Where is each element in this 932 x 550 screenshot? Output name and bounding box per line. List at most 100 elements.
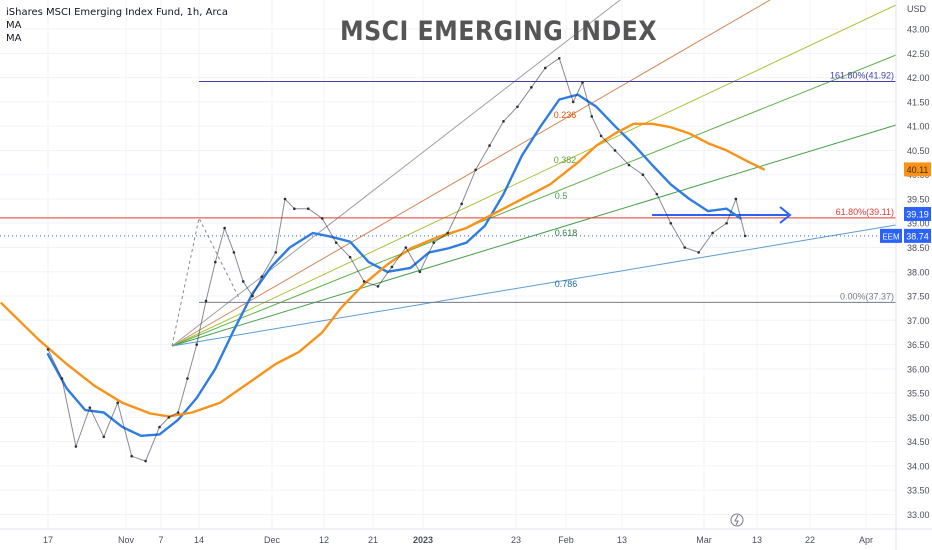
fib-fan-label: 0.236 [554,110,577,120]
time-tick-label: 22 [805,535,815,545]
price-tick-label: 41.50 [907,97,930,107]
series-layer [0,56,765,463]
moving-average-line [0,122,765,418]
price-point [418,270,422,274]
price-point [195,343,199,346]
price-point [102,435,106,439]
price-tick-label: 38.50 [907,243,930,253]
price-point [432,241,436,244]
price-tick-label: 37.00 [907,316,930,326]
time-tick-label: 14 [194,535,204,545]
fib-fan-ray [171,224,897,347]
price-point [571,100,575,104]
price-point [260,275,264,278]
lightning-icon [730,513,744,527]
time-tick-label: 13 [617,535,627,545]
price-tick-label: 38.00 [907,267,930,277]
legend-symbol[interactable]: iShares MSCI Emerging Index Fund, 1h, Ar… [6,7,228,18]
price-point [60,377,64,380]
lightning-bolt [734,514,739,526]
fib-fan-ray [171,4,897,347]
price-point [599,134,603,138]
price-tick-label: 35.50 [907,389,930,399]
fib-connector [171,216,241,347]
price-tick-label: 42.50 [907,49,930,59]
price-tick-label: 43.00 [907,25,930,35]
time-tick-label: Feb [558,535,574,545]
price-point [581,81,584,84]
price-point [144,459,147,463]
legend-ma-1[interactable]: MA [6,20,22,31]
price-point [167,416,171,419]
fib-fan-label: 0.382 [554,155,577,165]
price-point [176,411,180,414]
price-point [251,294,254,298]
moving-average-line [46,93,742,437]
price-tick-label: 36.00 [907,364,930,374]
time-tick-label: Mar [696,535,712,545]
fib-fan-label: 0.618 [555,228,578,238]
price-point [613,149,617,152]
time-tick-label: Nov [118,535,135,545]
price-tick-label: 33.50 [907,486,930,496]
time-tick-label: Apr [859,535,873,545]
price-point [274,251,278,254]
price-tick-label: 39.00 [907,219,930,229]
price-tick-label: 40.50 [907,146,930,156]
price-point [283,197,287,201]
price-tick-label: 42.00 [907,73,930,83]
price-point [446,231,450,235]
price-point [404,246,408,249]
fib-fan-label: 0.5 [555,191,568,201]
price-point [502,120,505,123]
time-tick-label: 12 [319,535,329,545]
price-point [474,168,477,172]
ma-value-badge-text: 39.19 [906,210,929,220]
price-point [590,115,594,118]
price-point [390,265,394,269]
price-point [186,377,189,380]
price-point [669,221,673,225]
chart-title: MSCI EMERGING INDEX [340,16,658,47]
price-point [204,299,208,303]
time-tick-label: 7 [158,535,163,545]
price-tick-label: 39.50 [907,194,930,204]
price-point [530,86,533,89]
price-point [488,144,491,147]
price-point [655,192,659,196]
fib-level-label: 0.00%(37.37) [840,291,894,301]
price-tick-label: 34.00 [907,461,930,471]
price-point [734,197,738,201]
price-point [376,285,380,288]
price-point [158,425,161,429]
fib-level-label: 61.80%(39.11) [836,207,894,217]
price-point [241,280,245,283]
price-point [627,163,631,167]
legend-ma-2[interactable]: MA [6,33,22,44]
price-point [362,280,366,283]
price-point [223,226,226,230]
grid [0,0,896,528]
time-tick-label: Dec [264,535,281,545]
price-point [348,255,352,259]
price-point [557,56,561,60]
price-tick-label: 33.00 [907,510,930,520]
price-point [697,251,700,254]
price-tick-label: 34.50 [907,437,930,447]
price-tick-label: 36.50 [907,340,930,350]
last-price-badge [904,228,931,243]
last-price-badge-text: 38.74 [906,231,929,241]
time-tick-label: 21 [368,535,378,545]
price-point [232,251,236,254]
price-point [130,454,133,458]
forecast-arrow-head [779,206,792,224]
price-tick-label: 37.50 [907,292,930,302]
price-point [214,260,217,264]
time-tick-label: 2023 [413,535,433,545]
price-point [334,241,338,244]
time-tick-label: 17 [43,535,53,545]
price-point [74,445,78,448]
